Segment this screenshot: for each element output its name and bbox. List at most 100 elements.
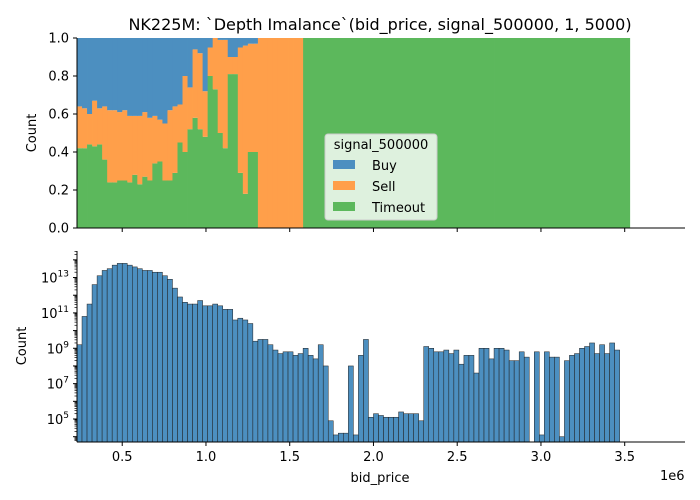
- stack-segment-buy: [192, 38, 198, 50]
- stack-segment-timeout: [559, 38, 565, 228]
- histogram-bar: [86, 303, 93, 443]
- stack-segment-buy: [242, 38, 249, 46]
- histogram-bar: [96, 275, 103, 443]
- stack-segment-sell: [217, 39, 224, 133]
- top-stacked-histogram: [77, 38, 631, 228]
- stack-segment-buy: [127, 38, 133, 116]
- stack-segment-timeout: [448, 38, 455, 228]
- histogram-bar: [182, 302, 188, 443]
- legend-title: signal_500000: [334, 138, 429, 153]
- stack-segment-timeout: [202, 136, 209, 228]
- histogram-bar: [493, 348, 500, 443]
- stack-segment-timeout: [132, 174, 138, 228]
- histogram-bar: [322, 365, 329, 443]
- stack-segment-timeout: [423, 38, 430, 228]
- stack-segment-timeout: [338, 38, 344, 228]
- stack-segment-sell: [288, 38, 294, 228]
- histogram-bar: [353, 434, 359, 443]
- histogram-bar: [137, 268, 143, 443]
- histogram-bar: [488, 358, 495, 443]
- histogram-bar: [368, 416, 374, 443]
- histogram-bar: [599, 344, 605, 443]
- stack-segment-timeout: [544, 38, 550, 228]
- stack-segment-sell: [212, 38, 219, 90]
- stack-segment-buy: [132, 38, 138, 116]
- legend-swatch-timeout: [333, 202, 355, 211]
- x-axis-offset-label: 1e6: [660, 469, 685, 484]
- stack-segment-sell: [187, 87, 193, 130]
- stack-segment-sell: [222, 39, 229, 149]
- histogram-bar: [584, 346, 590, 443]
- stack-segment-sell: [92, 100, 98, 147]
- histogram-bar: [202, 305, 208, 443]
- stack-segment-timeout: [428, 38, 435, 228]
- histogram-bar: [121, 263, 128, 443]
- stack-segment-timeout: [237, 172, 244, 228]
- stack-segment-timeout: [252, 152, 259, 228]
- stack-segment-timeout: [368, 38, 374, 228]
- histogram-bar: [453, 349, 460, 443]
- stack-segment-sell: [252, 43, 259, 153]
- stack-segment-buy: [182, 38, 188, 76]
- stack-segment-buy: [122, 38, 128, 111]
- stack-segment-timeout: [478, 38, 485, 228]
- histogram-bar: [116, 263, 123, 443]
- stack-segment-timeout: [142, 176, 148, 228]
- histogram-bar: [282, 351, 289, 443]
- bottom-x-tick-label: 1.0: [196, 450, 217, 465]
- histogram-bar: [257, 339, 264, 443]
- histogram-bar: [544, 351, 550, 443]
- stack-segment-timeout: [227, 74, 234, 228]
- histogram-bar: [458, 363, 465, 443]
- histogram-bar: [483, 348, 490, 443]
- stack-segment-timeout: [574, 38, 580, 228]
- stack-segment-sell: [122, 110, 128, 181]
- histogram-bar: [448, 353, 455, 443]
- top-y-tick-label: 0.4: [48, 146, 69, 161]
- histogram-bar: [443, 349, 450, 443]
- stack-segment-buy: [202, 38, 209, 92]
- stack-segment-timeout: [438, 38, 445, 228]
- histogram-bar: [463, 355, 470, 443]
- stack-segment-timeout: [247, 152, 254, 228]
- histogram-bar: [187, 303, 193, 443]
- stack-segment-timeout: [157, 161, 163, 228]
- histogram-bar: [423, 346, 429, 443]
- histogram-bar: [147, 270, 153, 443]
- stack-segment-timeout: [614, 38, 621, 228]
- stack-segment-timeout: [127, 182, 133, 228]
- stack-segment-timeout: [333, 38, 339, 228]
- histogram-bar: [277, 353, 284, 443]
- histogram-bar: [307, 355, 314, 443]
- histogram-bar: [197, 300, 203, 443]
- histogram-bar: [172, 287, 178, 443]
- stack-segment-buy: [137, 38, 143, 116]
- stack-segment-timeout: [117, 180, 123, 228]
- stack-segment-timeout: [599, 38, 605, 228]
- histogram-bar: [373, 413, 379, 443]
- histogram-bar: [302, 348, 309, 443]
- histogram-bar: [549, 356, 555, 443]
- stack-segment-buy: [207, 38, 214, 48]
- stack-segment-timeout: [122, 180, 128, 228]
- stack-segment-timeout: [187, 129, 193, 228]
- stack-segment-sell: [197, 53, 204, 130]
- stack-segment-buy: [82, 38, 88, 109]
- histogram-bar: [363, 339, 369, 443]
- histogram-bar: [403, 413, 409, 443]
- stack-segment-timeout: [524, 38, 530, 228]
- histogram-bar: [388, 416, 394, 443]
- histogram-bar: [398, 411, 404, 443]
- histogram-bar: [132, 266, 138, 443]
- stack-segment-timeout: [107, 182, 113, 228]
- stack-segment-timeout: [102, 159, 108, 228]
- stack-segment-sell: [132, 115, 138, 175]
- histogram-bar: [292, 355, 299, 443]
- stack-segment-timeout: [514, 38, 520, 228]
- legend-label-buy: Buy: [372, 159, 397, 174]
- bottom-x-tick-label: 2.0: [363, 450, 384, 465]
- stack-segment-timeout: [172, 172, 178, 228]
- histogram-bar: [222, 309, 228, 443]
- stack-segment-timeout: [413, 38, 420, 228]
- histogram-bar: [152, 271, 158, 443]
